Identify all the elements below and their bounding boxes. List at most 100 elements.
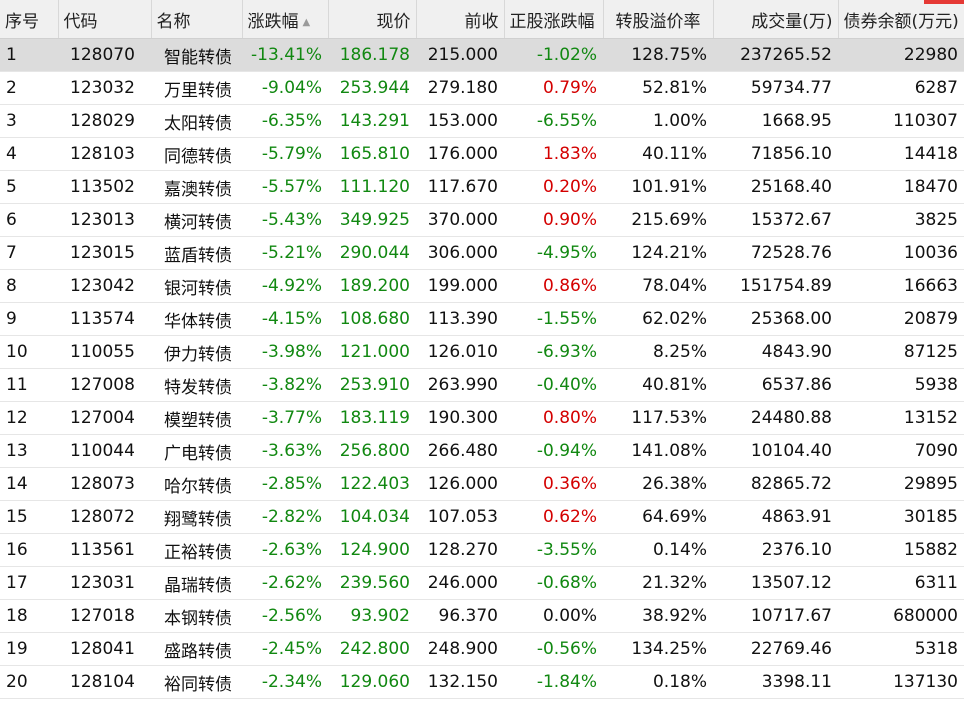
column-header-code[interactable]: 代码: [58, 0, 152, 39]
cell-code: 123032: [58, 71, 151, 105]
table-row[interactable]: 4 128103 同德转债 -5.79% 165.810 176.000 1.83% 40.1…: [0, 137, 964, 171]
cell-balance: 5318: [838, 632, 964, 666]
table-row[interactable]: 1 128070 智能转债 -13.41% 186.178 215.000 -1.02% 12…: [0, 38, 964, 72]
cell-code: 128073: [58, 467, 151, 501]
cell-change: -5.43%: [242, 203, 328, 237]
cell-balance: 29895: [838, 467, 964, 501]
cell-premium: 128.75%: [603, 38, 713, 72]
cell-price: 189.200: [328, 269, 416, 303]
table-row[interactable]: 9 113574 华体转债 -4.15% 108.680 113.390 -1.55% 62.…: [0, 302, 964, 336]
column-header-premium[interactable]: 转股溢价率: [603, 0, 714, 39]
cell-price: 186.178: [328, 38, 416, 72]
cell-prev-close: 370.000: [416, 203, 504, 237]
table-row[interactable]: 7 123015 蓝盾转债 -5.21% 290.044 306.000 -4.95% 124…: [0, 236, 964, 270]
window-corner-mark: [924, 0, 964, 4]
cell-stock-change: 0.36%: [504, 467, 603, 501]
cell-balance: 6311: [838, 566, 964, 600]
table-row[interactable]: 18 127018 本钢转债 -2.56% 93.902 96.370 0.00% 38.92…: [0, 599, 964, 633]
table-row[interactable]: 16 113561 正裕转债 -2.63% 124.900 128.270 -3.55% 0.…: [0, 533, 964, 567]
column-header-volume[interactable]: 成交量(万): [713, 0, 839, 39]
table-row[interactable]: 20 128104 裕同转债 -2.34% 129.060 132.150 -1.84% 0.…: [0, 665, 964, 699]
cell-volume: 151754.89: [713, 269, 838, 303]
cell-change: -4.92%: [242, 269, 328, 303]
cell-name: 翔鹭转债: [151, 500, 242, 534]
cell-change: -2.62%: [242, 566, 328, 600]
cell-price: 242.800: [328, 632, 416, 666]
table-row[interactable]: 17 123031 晶瑞转债 -2.62% 239.560 246.000 -0.68% 21…: [0, 566, 964, 600]
cell-change: -2.82%: [242, 500, 328, 534]
cell-stock-change: 0.90%: [504, 203, 603, 237]
cell-premium: 78.04%: [603, 269, 713, 303]
cell-balance: 110307: [838, 104, 964, 138]
table-row[interactable]: 3 128029 太阳转债 -6.35% 143.291 153.000 -6.55% 1.0…: [0, 104, 964, 138]
cell-price: 165.810: [328, 137, 416, 171]
cell-price: 239.560: [328, 566, 416, 600]
cell-price: 256.800: [328, 434, 416, 468]
cell-code: 113561: [58, 533, 151, 567]
cell-prev-close: 113.390: [416, 302, 504, 336]
cell-no: 16: [0, 533, 58, 567]
cell-change: -3.98%: [242, 335, 328, 369]
cell-name: 华体转债: [151, 302, 242, 336]
cell-premium: 0.14%: [603, 533, 713, 567]
cell-balance: 16663: [838, 269, 964, 303]
cell-price: 93.902: [328, 599, 416, 633]
table-row[interactable]: 6 123013 横河转债 -5.43% 349.925 370.000 0.90% 215.…: [0, 203, 964, 237]
cell-code: 127004: [58, 401, 151, 435]
table-row[interactable]: 12 127004 模塑转债 -3.77% 183.119 190.300 0.80% 117…: [0, 401, 964, 435]
cell-prev-close: 190.300: [416, 401, 504, 435]
table-row[interactable]: 8 123042 银河转债 -4.92% 189.200 199.000 0.86% 78.0…: [0, 269, 964, 303]
cell-balance: 30185: [838, 500, 964, 534]
table-row[interactable]: 14 128073 哈尔转债 -2.85% 122.403 126.000 0.36% 26.…: [0, 467, 964, 501]
cell-code: 113502: [58, 170, 151, 204]
cell-volume: 237265.52: [713, 38, 838, 72]
column-header-stock-change[interactable]: 正股涨跌幅: [504, 0, 604, 39]
cell-code: 127008: [58, 368, 151, 402]
cell-balance: 20879: [838, 302, 964, 336]
cell-name: 特发转债: [151, 368, 242, 402]
cell-name: 哈尔转债: [151, 467, 242, 501]
cell-premium: 124.21%: [603, 236, 713, 270]
cell-stock-change: 0.00%: [504, 599, 603, 633]
column-header-name[interactable]: 名称: [151, 0, 243, 39]
cell-code: 128029: [58, 104, 151, 138]
cell-price: 124.900: [328, 533, 416, 567]
cell-prev-close: 128.270: [416, 533, 504, 567]
cell-stock-change: 0.86%: [504, 269, 603, 303]
cell-prev-close: 132.150: [416, 665, 504, 699]
column-header-price[interactable]: 现价: [328, 0, 417, 39]
cell-no: 15: [0, 500, 58, 534]
cell-prev-close: 248.900: [416, 632, 504, 666]
cell-premium: 52.81%: [603, 71, 713, 105]
cell-change: -5.57%: [242, 170, 328, 204]
cell-name: 广电转债: [151, 434, 242, 468]
table-row[interactable]: 10 110055 伊力转债 -3.98% 121.000 126.010 -6.93% 8.…: [0, 335, 964, 369]
cell-balance: 137130: [838, 665, 964, 699]
table-row[interactable]: 11 127008 特发转债 -3.82% 253.910 263.990 -0.40% 40…: [0, 368, 964, 402]
cell-no: 17: [0, 566, 58, 600]
cell-change: -13.41%: [242, 38, 328, 72]
table-row[interactable]: 5 113502 嘉澳转债 -5.57% 111.120 117.670 0.20% 101.…: [0, 170, 964, 204]
cell-volume: 59734.77: [713, 71, 838, 105]
table-row[interactable]: 2 123032 万里转债 -9.04% 253.944 279.180 0.79% 52.8…: [0, 71, 964, 105]
column-header-change[interactable]: 涨跌幅 ▲: [242, 0, 329, 39]
cell-balance: 22980: [838, 38, 964, 72]
table-row[interactable]: 19 128041 盛路转债 -2.45% 242.800 248.900 -0.56% 13…: [0, 632, 964, 666]
column-header-prev-close[interactable]: 前收: [416, 0, 505, 39]
cell-code: 128041: [58, 632, 151, 666]
cell-no: 10: [0, 335, 58, 369]
table-row[interactable]: 15 128072 翔鹭转债 -2.82% 104.034 107.053 0.62% 64.…: [0, 500, 964, 534]
cell-premium: 64.69%: [603, 500, 713, 534]
cell-premium: 38.92%: [603, 599, 713, 633]
column-header-no[interactable]: 序号: [0, 0, 59, 39]
cell-no: 7: [0, 236, 58, 270]
cell-balance: 15882: [838, 533, 964, 567]
cell-no: 11: [0, 368, 58, 402]
cell-name: 裕同转债: [151, 665, 242, 699]
column-header-balance[interactable]: 债券余额(万元): [838, 0, 964, 39]
cell-price: 129.060: [328, 665, 416, 699]
cell-no: 4: [0, 137, 58, 171]
cell-premium: 62.02%: [603, 302, 713, 336]
cell-no: 20: [0, 665, 58, 699]
table-row[interactable]: 13 110044 广电转债 -3.63% 256.800 266.480 -0.94% 14…: [0, 434, 964, 468]
